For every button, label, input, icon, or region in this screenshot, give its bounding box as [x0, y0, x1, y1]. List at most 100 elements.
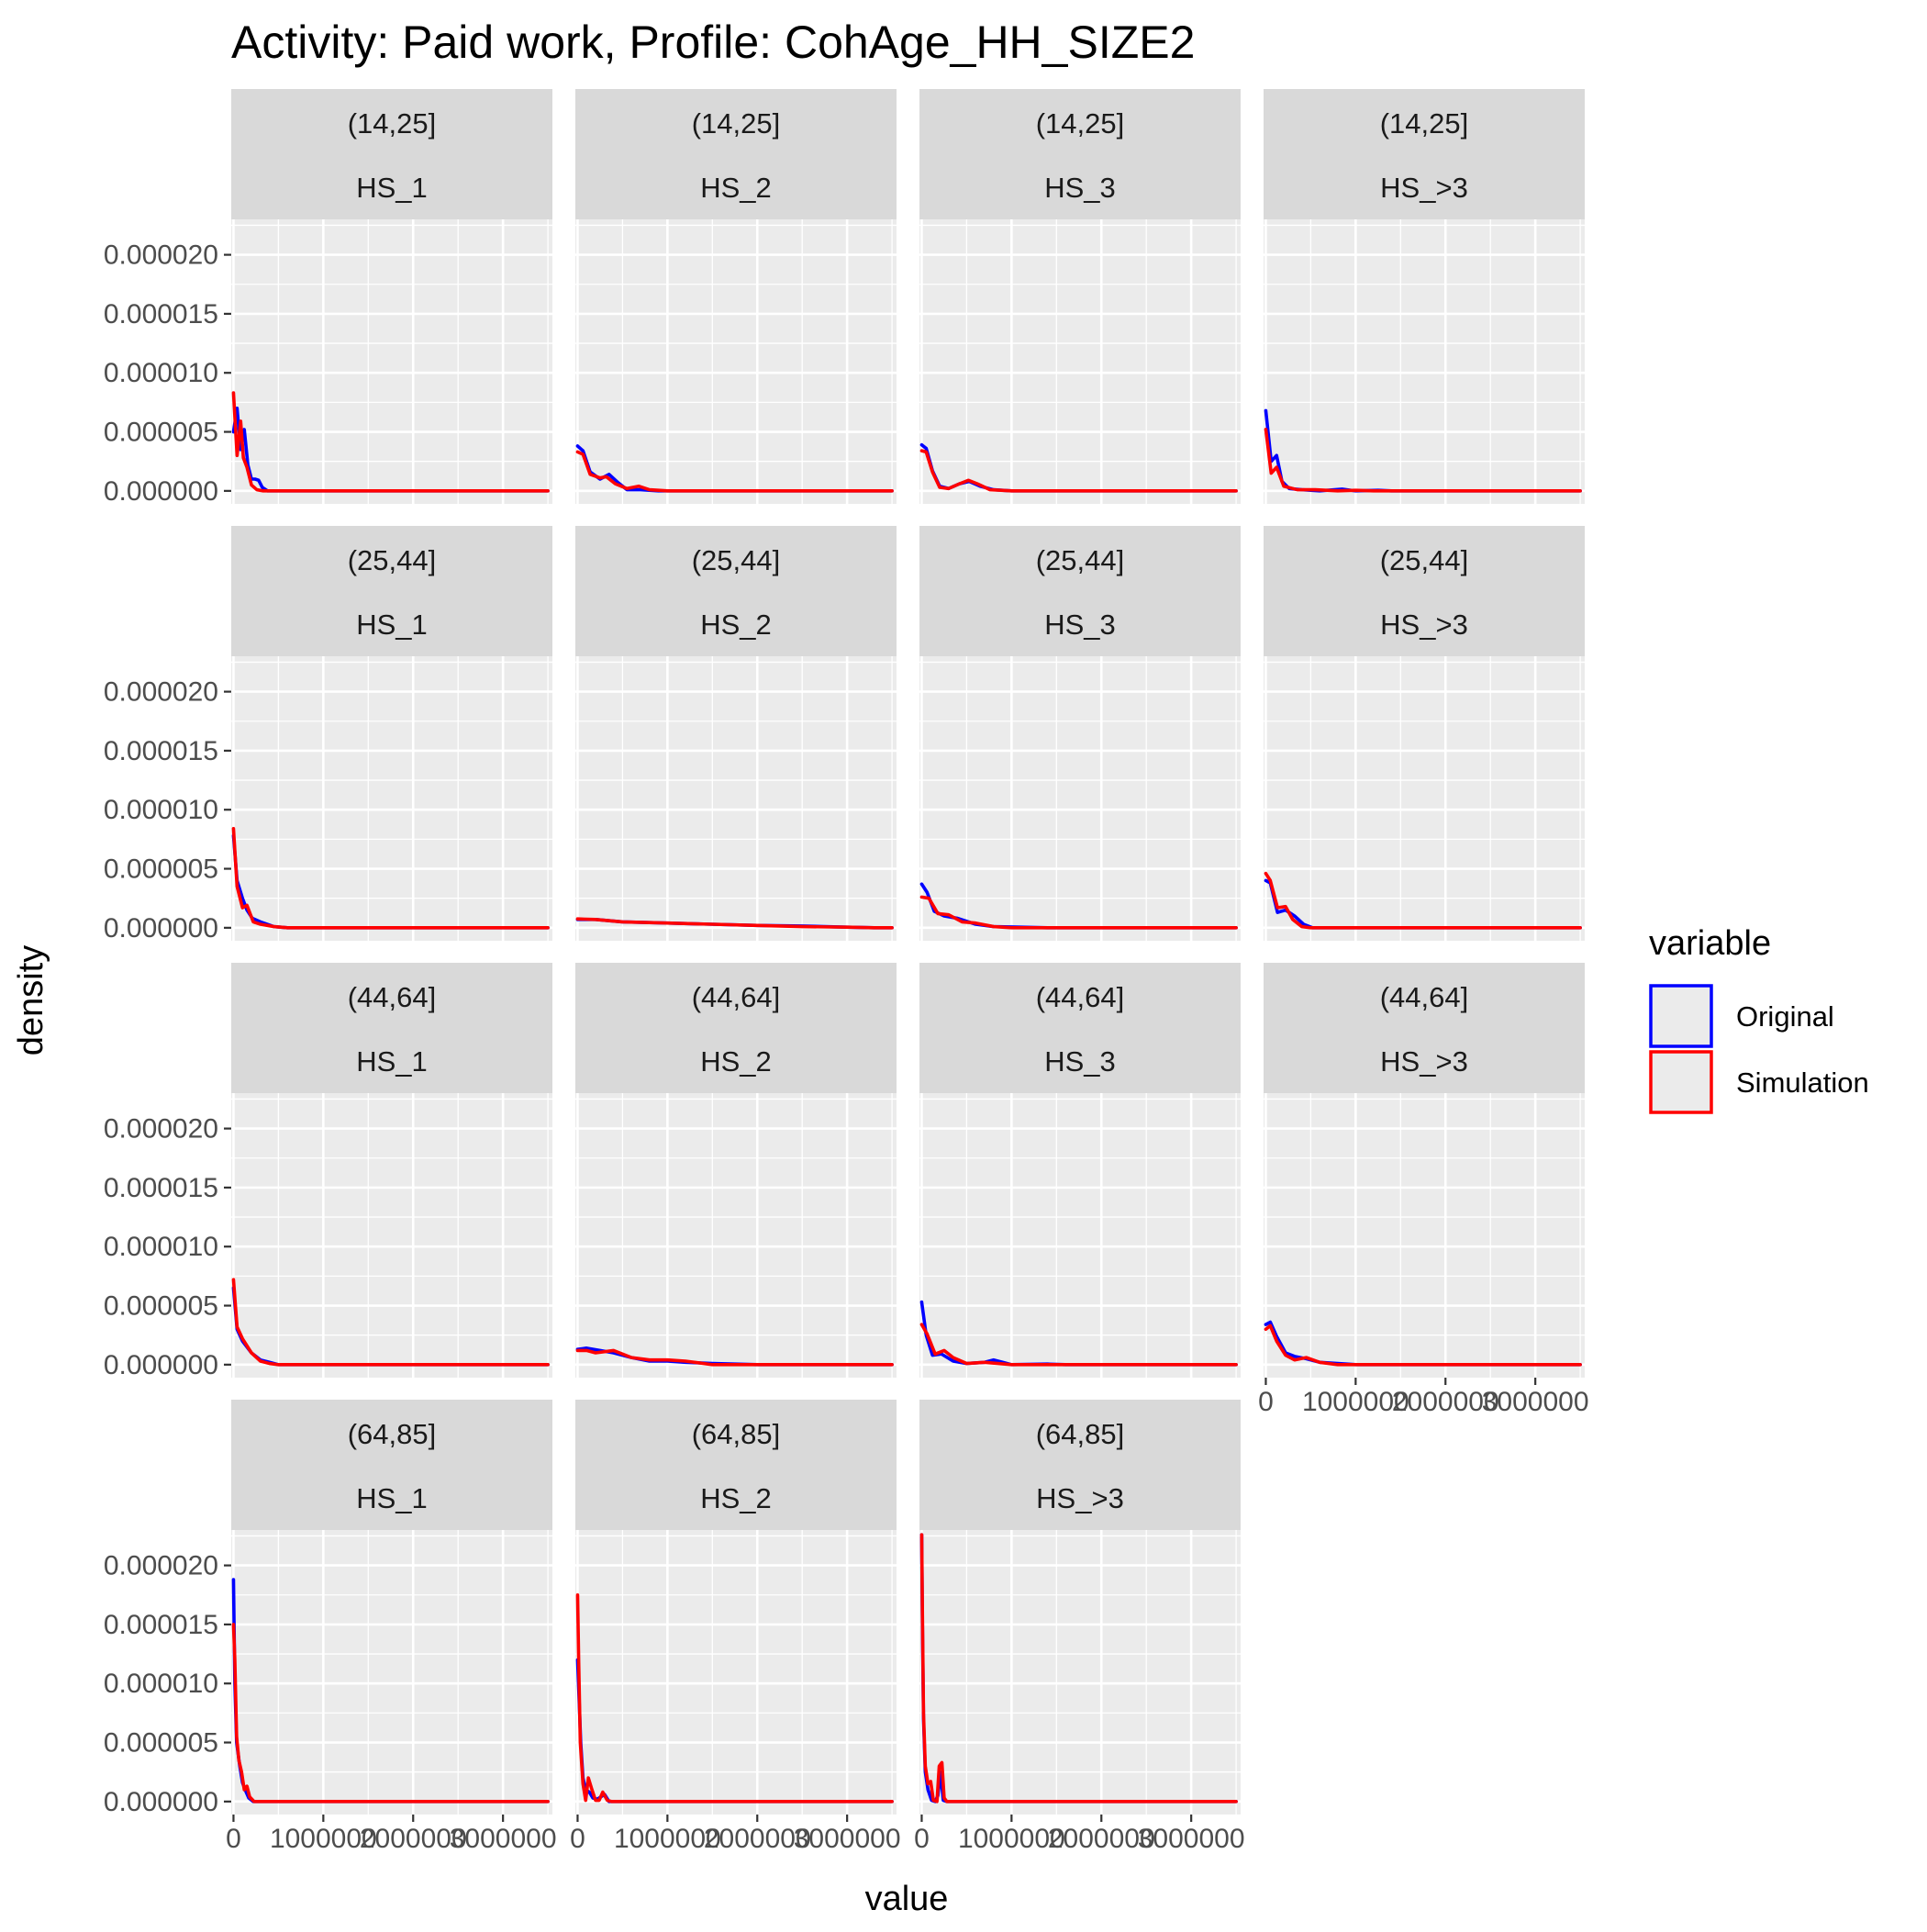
y-tick-label: 0.000020: [104, 240, 218, 271]
facet-strip-hs-label: HS_>3: [1380, 172, 1468, 204]
x-tick-label: 3000000: [1138, 1824, 1245, 1854]
panel-background: [1264, 219, 1585, 504]
series-line-simulation: [919, 449, 1238, 493]
panel-14-25-hs-3: (14,25] HS_3: [919, 89, 1241, 504]
y-tick-label: 0.000015: [104, 1610, 218, 1640]
facet-strip: [919, 89, 1241, 219]
y-tick-label: 0.000005: [104, 418, 218, 448]
facet-strip-hs-label: HS_1: [356, 172, 428, 204]
legend-item-simulation: Simulation: [1649, 1050, 1869, 1114]
y-tick-label: 0.000020: [104, 1114, 218, 1145]
legend-label-simulation: Simulation: [1736, 1067, 1869, 1099]
panel-background: [919, 219, 1241, 504]
facet-strip: [231, 1400, 552, 1530]
series-line-simulation: [919, 895, 1238, 930]
y-tick-label: 0.000010: [104, 1232, 218, 1262]
x-tick-label: 0: [1258, 1387, 1274, 1417]
panel-44-64-hs-2: (44,64] HS_2: [575, 963, 897, 1378]
facet-strip-hs-label: HS_>3: [1380, 609, 1468, 641]
y-tick-label: 0.000010: [104, 1669, 218, 1699]
facet-strip-age-label: (25,44]: [692, 544, 781, 576]
x-tick-label: 2000000: [360, 1824, 467, 1854]
panel-background: [575, 1530, 897, 1815]
panel-44-64-hs-1: (44,64] HS_1 0.000000 0.000005 0.000010 0.000…: [104, 963, 552, 1380]
series-line-simulation: [575, 917, 894, 930]
facet-strip: [1264, 89, 1585, 219]
facet-strip: [1264, 526, 1585, 656]
panel-background: [231, 1530, 552, 1815]
facet-strip-age-label: (14,25]: [348, 107, 437, 140]
x-tick-label: 0: [914, 1824, 930, 1854]
facet-strip-hs-label: HS_1: [356, 1045, 428, 1078]
panel-25-44-hs-3: (25,44] HS_>3: [1264, 526, 1585, 941]
legend-item-original: Original: [1649, 984, 1834, 1048]
series-line-simulation: [575, 450, 894, 493]
series-line-simulation: [1264, 871, 1582, 930]
x-tick-label: 0: [570, 1824, 585, 1854]
series-line-simulation: [575, 1592, 894, 1804]
plot-title: Activity: Paid work, Profile: CohAge_HH_…: [231, 17, 1195, 68]
panel-background: [919, 1530, 1241, 1815]
y-tick-label: 0.000010: [104, 358, 218, 388]
facet-strip-hs-label: HS_1: [356, 609, 428, 641]
panel-64-85-hs-1: (64,85] HS_1 0.000000 0.000005 0.000010 0.000…: [104, 1400, 557, 1854]
series-line-simulation: [575, 1348, 894, 1367]
panel-25-44-hs-3: (25,44] HS_3: [919, 526, 1241, 941]
y-tick-label: 0.000020: [104, 677, 218, 708]
x-tick-label: 2000000: [1392, 1387, 1499, 1417]
facet-strip-hs-label: HS_2: [700, 609, 772, 641]
panel-background: [575, 1093, 897, 1378]
panel-25-44-hs-1: (25,44] HS_1 0.000000 0.000005 0.000010 0.000…: [104, 526, 552, 944]
y-tick-label: 0.000000: [104, 1787, 218, 1817]
facet-strip: [575, 1400, 897, 1530]
panel-background: [1264, 1093, 1585, 1378]
facet-strip: [231, 89, 552, 219]
facet-strip: [575, 526, 897, 656]
panel-background: [231, 1093, 552, 1378]
facet-strip: [919, 1400, 1241, 1530]
facet-strip-age-label: (64,85]: [692, 1418, 781, 1450]
facet-strip-hs-label: HS_2: [700, 1045, 772, 1078]
facet-strip-hs-label: HS_1: [356, 1482, 428, 1514]
facet-strip: [231, 526, 552, 656]
legend-key-original: [1649, 984, 1713, 1048]
series-line-simulation: [231, 827, 550, 930]
panel-44-64-hs-3: (44,64] HS_3: [919, 963, 1241, 1378]
panel-14-25-hs-1: (14,25] HS_1 0.000000 0.000005 0.000010 0.000…: [104, 89, 552, 507]
series-line-simulation: [231, 1623, 550, 1804]
x-tick-label: 1000000: [1302, 1387, 1409, 1417]
facet-strip-hs-label: HS_3: [1044, 172, 1116, 204]
legend-items: Original Simulation: [1649, 984, 1869, 1114]
facet-strip-age-label: (25,44]: [1036, 544, 1125, 576]
legend-key-simulation: [1649, 1050, 1713, 1114]
y-axis-title: density: [12, 945, 50, 1055]
x-tick-label: 3000000: [1482, 1387, 1589, 1417]
panel-background: [1264, 656, 1585, 941]
facet-strip-age-label: (44,64]: [1380, 981, 1469, 1013]
legend-label-original: Original: [1736, 1000, 1834, 1033]
facet-strip-age-label: (44,64]: [1036, 981, 1125, 1013]
legend-title: variable: [1649, 924, 1771, 963]
facet-strip-age-label: (64,85]: [348, 1418, 437, 1450]
x-tick-label: 0: [226, 1824, 241, 1854]
facet-strip-age-label: (25,44]: [348, 544, 437, 576]
facet-strip-age-label: (44,64]: [348, 981, 437, 1013]
facet-panels: (14,25] HS_1 0.000000 0.000005 0.000010 0.000…: [104, 89, 1589, 1854]
panel-14-25-hs-2: (14,25] HS_2: [575, 89, 897, 504]
facet-strip-age-label: (44,64]: [692, 981, 781, 1013]
y-tick-label: 0.000010: [104, 795, 218, 825]
x-tick-label: 1000000: [614, 1824, 721, 1854]
facet-strip-hs-label: HS_2: [700, 172, 772, 204]
facet-strip-age-label: (14,25]: [692, 107, 781, 140]
x-tick-label: 1000000: [958, 1824, 1065, 1854]
y-tick-label: 0.000015: [104, 299, 218, 329]
x-tick-label: 3000000: [450, 1824, 557, 1854]
y-tick-label: 0.000005: [104, 1728, 218, 1759]
facet-strip-hs-label: HS_>3: [1036, 1482, 1124, 1514]
facet-strip-age-label: (64,85]: [1036, 1418, 1125, 1450]
panel-background: [231, 219, 552, 504]
